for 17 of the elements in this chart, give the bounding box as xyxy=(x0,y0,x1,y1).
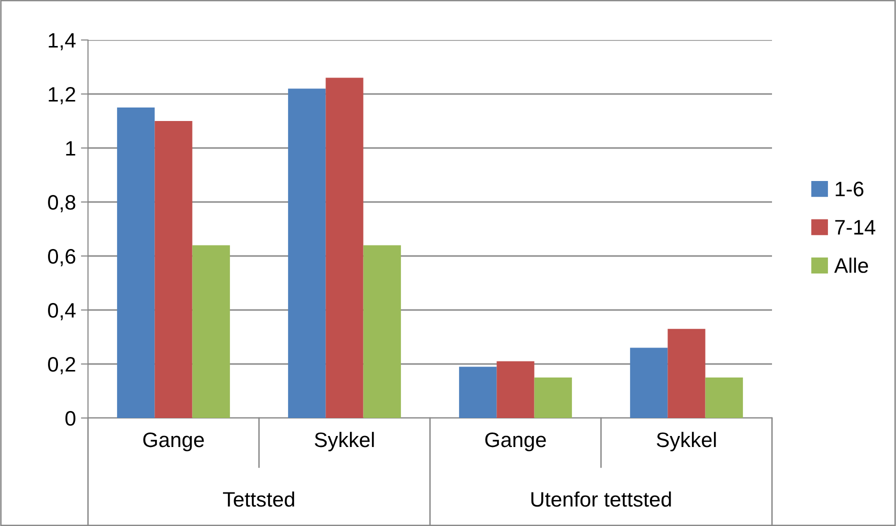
y-tick-label: 0,6 xyxy=(48,249,76,266)
legend-label: 1-6 xyxy=(836,182,864,196)
x-tick-label: Sykkel xyxy=(656,432,716,452)
y-tick-label: 0,8 xyxy=(48,195,76,212)
y-tick-label: 0,4 xyxy=(48,303,76,320)
y-tick-label: 1,4 xyxy=(48,33,76,50)
x-tick-label: Gange xyxy=(485,432,546,452)
x-tick-label: Gange xyxy=(143,432,204,452)
y-tick-label: 1 xyxy=(66,141,76,156)
text: Tettsted xyxy=(222,491,294,507)
legend-label: Alle xyxy=(834,258,868,273)
y-tick-label: 0,2 xyxy=(48,357,76,374)
x-tick-label: Sykkel xyxy=(314,432,374,452)
y-tick-label: 0 xyxy=(65,411,76,426)
text: Utenfor tettsted xyxy=(531,491,671,507)
y-tick-label: 1,2 xyxy=(48,87,76,104)
legend-label: 7-14 xyxy=(835,220,876,234)
